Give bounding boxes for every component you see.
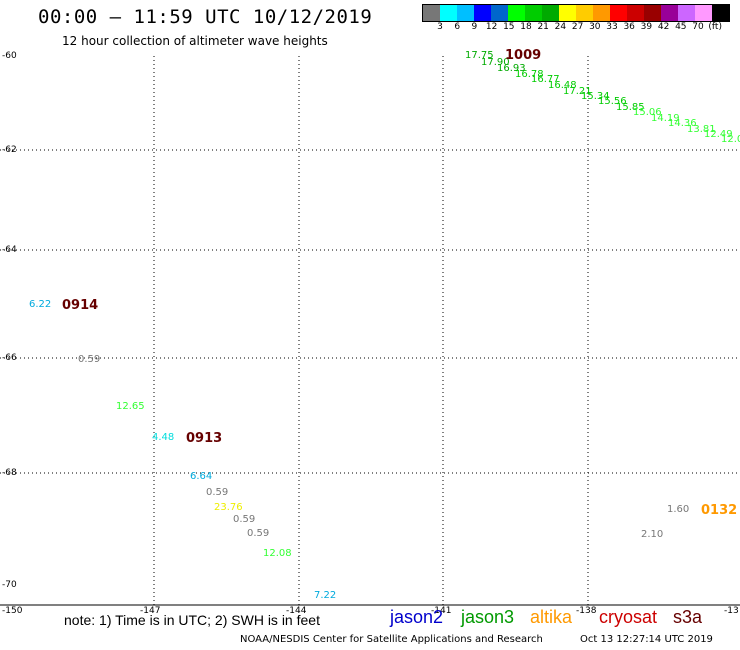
color-legend xyxy=(422,4,730,22)
map-title: 00:00 – 11:59 UTC 10/12/2019 xyxy=(38,6,373,28)
swh-point: 12.01 xyxy=(721,134,740,145)
footer-note: note: 1) Time is in UTC; 2) SWH is in fe… xyxy=(64,612,320,628)
legend-swatch xyxy=(457,5,474,21)
swh-point: 13.81 xyxy=(687,124,716,135)
legend-label: 33 xyxy=(606,22,618,32)
swh-point: 14.19 xyxy=(651,113,680,124)
satellite-jason3: jason3 xyxy=(461,607,515,627)
legend-swatch xyxy=(678,5,695,21)
pass-label: 0913 xyxy=(186,431,223,446)
swh-point: 15.06 xyxy=(633,107,662,118)
swh-point: 0.59 xyxy=(78,354,101,365)
credit-line: NOAA/NESDIS Center for Satellite Applica… xyxy=(240,634,543,645)
lat-label: -62 xyxy=(2,145,17,155)
legend-label: 30 xyxy=(589,22,601,32)
legend-label: 21 xyxy=(537,22,549,32)
legend-label: 39 xyxy=(640,22,653,32)
legend-label: 70 xyxy=(692,22,704,32)
legend-swatch xyxy=(610,5,627,21)
swh-point: 12.65 xyxy=(116,401,145,412)
legend-label: 9 xyxy=(471,22,478,32)
lat-label: -66 xyxy=(2,353,17,363)
lon-label: -13 xyxy=(724,606,739,616)
swh-point: 16.77 xyxy=(531,74,560,85)
swh-point: 0.59 xyxy=(247,528,270,539)
swh-point: 0.59 xyxy=(206,487,229,498)
swh-point: 17.75 xyxy=(465,50,494,61)
pass-label: 0914 xyxy=(62,298,99,313)
lat-label: -60 xyxy=(2,51,17,61)
legend-label: 18 xyxy=(520,22,532,32)
lon-label: -141 xyxy=(431,606,452,616)
swh-point: 17.21 xyxy=(563,86,592,97)
legend-label: 45 xyxy=(675,22,687,32)
legend-swatch xyxy=(712,5,729,21)
legend-swatch xyxy=(491,5,508,21)
legend-label: 15 xyxy=(503,22,515,32)
swh-point: 16.78 xyxy=(515,69,544,80)
swh-point: 6.22 xyxy=(29,299,52,310)
lon-label: -144 xyxy=(286,606,307,616)
legend-label: 6 xyxy=(454,22,461,32)
lat-label: -64 xyxy=(2,245,17,255)
swh-point: 4.48 xyxy=(152,432,175,443)
swh-point: 15.34 xyxy=(581,91,610,102)
swh-point: 23.76 xyxy=(214,502,243,513)
satellite-s3a: s3a xyxy=(673,607,703,627)
lon-label: -150 xyxy=(2,606,23,616)
legend-label: 3 xyxy=(437,22,443,32)
swh-point: 7.22 xyxy=(314,590,337,601)
swh-point: 17.90 xyxy=(481,57,510,68)
legend-swatch xyxy=(593,5,610,21)
legend-swatch xyxy=(576,5,593,21)
legend-label: 36 xyxy=(623,22,635,32)
satellite-altika: altika xyxy=(530,607,573,627)
swh-point: 2.10 xyxy=(641,529,664,540)
legend-swatch xyxy=(440,5,457,21)
swh-point: 6.64 xyxy=(190,471,213,482)
swh-point: 16.93 xyxy=(497,63,526,74)
legend-swatch xyxy=(542,5,559,21)
swh-point: 15.56 xyxy=(598,96,627,107)
legend-label: 12 xyxy=(485,22,498,32)
pass-label: 1009 xyxy=(505,48,542,63)
legend-swatch xyxy=(559,5,576,21)
legend-swatch xyxy=(525,5,542,21)
generated-timestamp: Oct 13 12:27:14 UTC 2019 xyxy=(580,634,713,645)
swh-point: 15.85 xyxy=(616,102,645,113)
legend-swatch xyxy=(644,5,661,21)
satellite-jason2: jason2 xyxy=(390,607,444,627)
pass-label: 0132 xyxy=(701,503,738,518)
legend-swatch xyxy=(474,5,491,21)
legend-label: 24 xyxy=(554,22,567,32)
legend-label: 42 xyxy=(657,22,670,32)
grid-lines xyxy=(0,56,740,605)
lon-label: -147 xyxy=(140,606,161,616)
legend-swatch xyxy=(627,5,644,21)
swh-point: 1.60 xyxy=(667,504,690,515)
swh-point: 12.08 xyxy=(263,548,292,559)
legend-label: (ft) xyxy=(708,22,722,32)
swh-point: 12.49 xyxy=(704,129,733,140)
lon-label: -138 xyxy=(576,606,597,616)
map-subtitle: 12 hour collection of altimeter wave hei… xyxy=(62,34,328,48)
swh-point: 16.48 xyxy=(548,80,577,91)
legend-swatch xyxy=(695,5,712,21)
lat-label: -68 xyxy=(2,468,17,478)
lat-label: -70 xyxy=(2,580,17,590)
swh-point: 0.59 xyxy=(233,514,256,525)
swh-point: 14.36 xyxy=(668,118,697,129)
legend-swatch xyxy=(661,5,678,21)
legend-label: 27 xyxy=(571,22,584,32)
satellite-cryosat: cryosat xyxy=(599,607,658,627)
legend-swatch xyxy=(508,5,525,21)
legend-swatch xyxy=(423,5,440,21)
